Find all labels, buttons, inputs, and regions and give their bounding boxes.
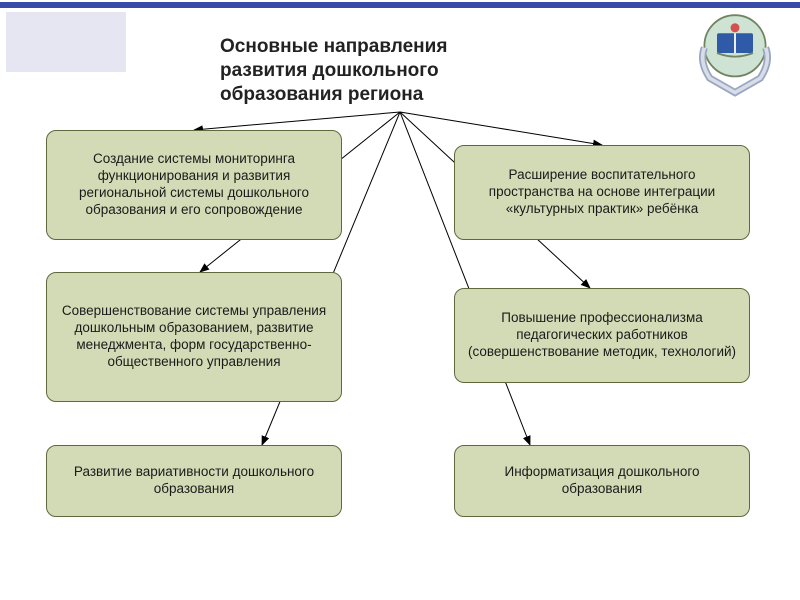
corner-block: [6, 12, 126, 72]
node-label: Совершенствование системы управления дош…: [59, 303, 329, 371]
institute-logo: [690, 8, 780, 98]
node-label: Повышение профессионализма педагогически…: [467, 310, 737, 361]
diagram-node: Развитие вариативности дошкольного образ…: [46, 445, 342, 517]
arrow: [400, 112, 602, 145]
diagram-title: Основные направленияразвития дошкольного…: [220, 35, 600, 106]
diagram-node: Создание системы мониторинга функциониро…: [46, 130, 342, 240]
diagram-node: Информатизация дошкольного образования: [454, 445, 750, 517]
diagram-node: Расширение воспитательного пространства …: [454, 145, 750, 240]
node-label: Создание системы мониторинга функциониро…: [59, 151, 329, 219]
title-line: Основные направления: [220, 35, 600, 59]
arrow: [194, 112, 400, 130]
top-stripe: [0, 2, 800, 8]
node-label: Расширение воспитательного пространства …: [467, 167, 737, 218]
diagram-node: Повышение профессионализма педагогически…: [454, 288, 750, 383]
node-label: Информатизация дошкольного образования: [467, 464, 737, 498]
diagram-node: Совершенствование системы управления дош…: [46, 272, 342, 402]
node-label: Развитие вариативности дошкольного образ…: [59, 464, 329, 498]
title-line: развития дошкольного: [220, 59, 600, 83]
title-line: образования региона: [220, 83, 600, 107]
